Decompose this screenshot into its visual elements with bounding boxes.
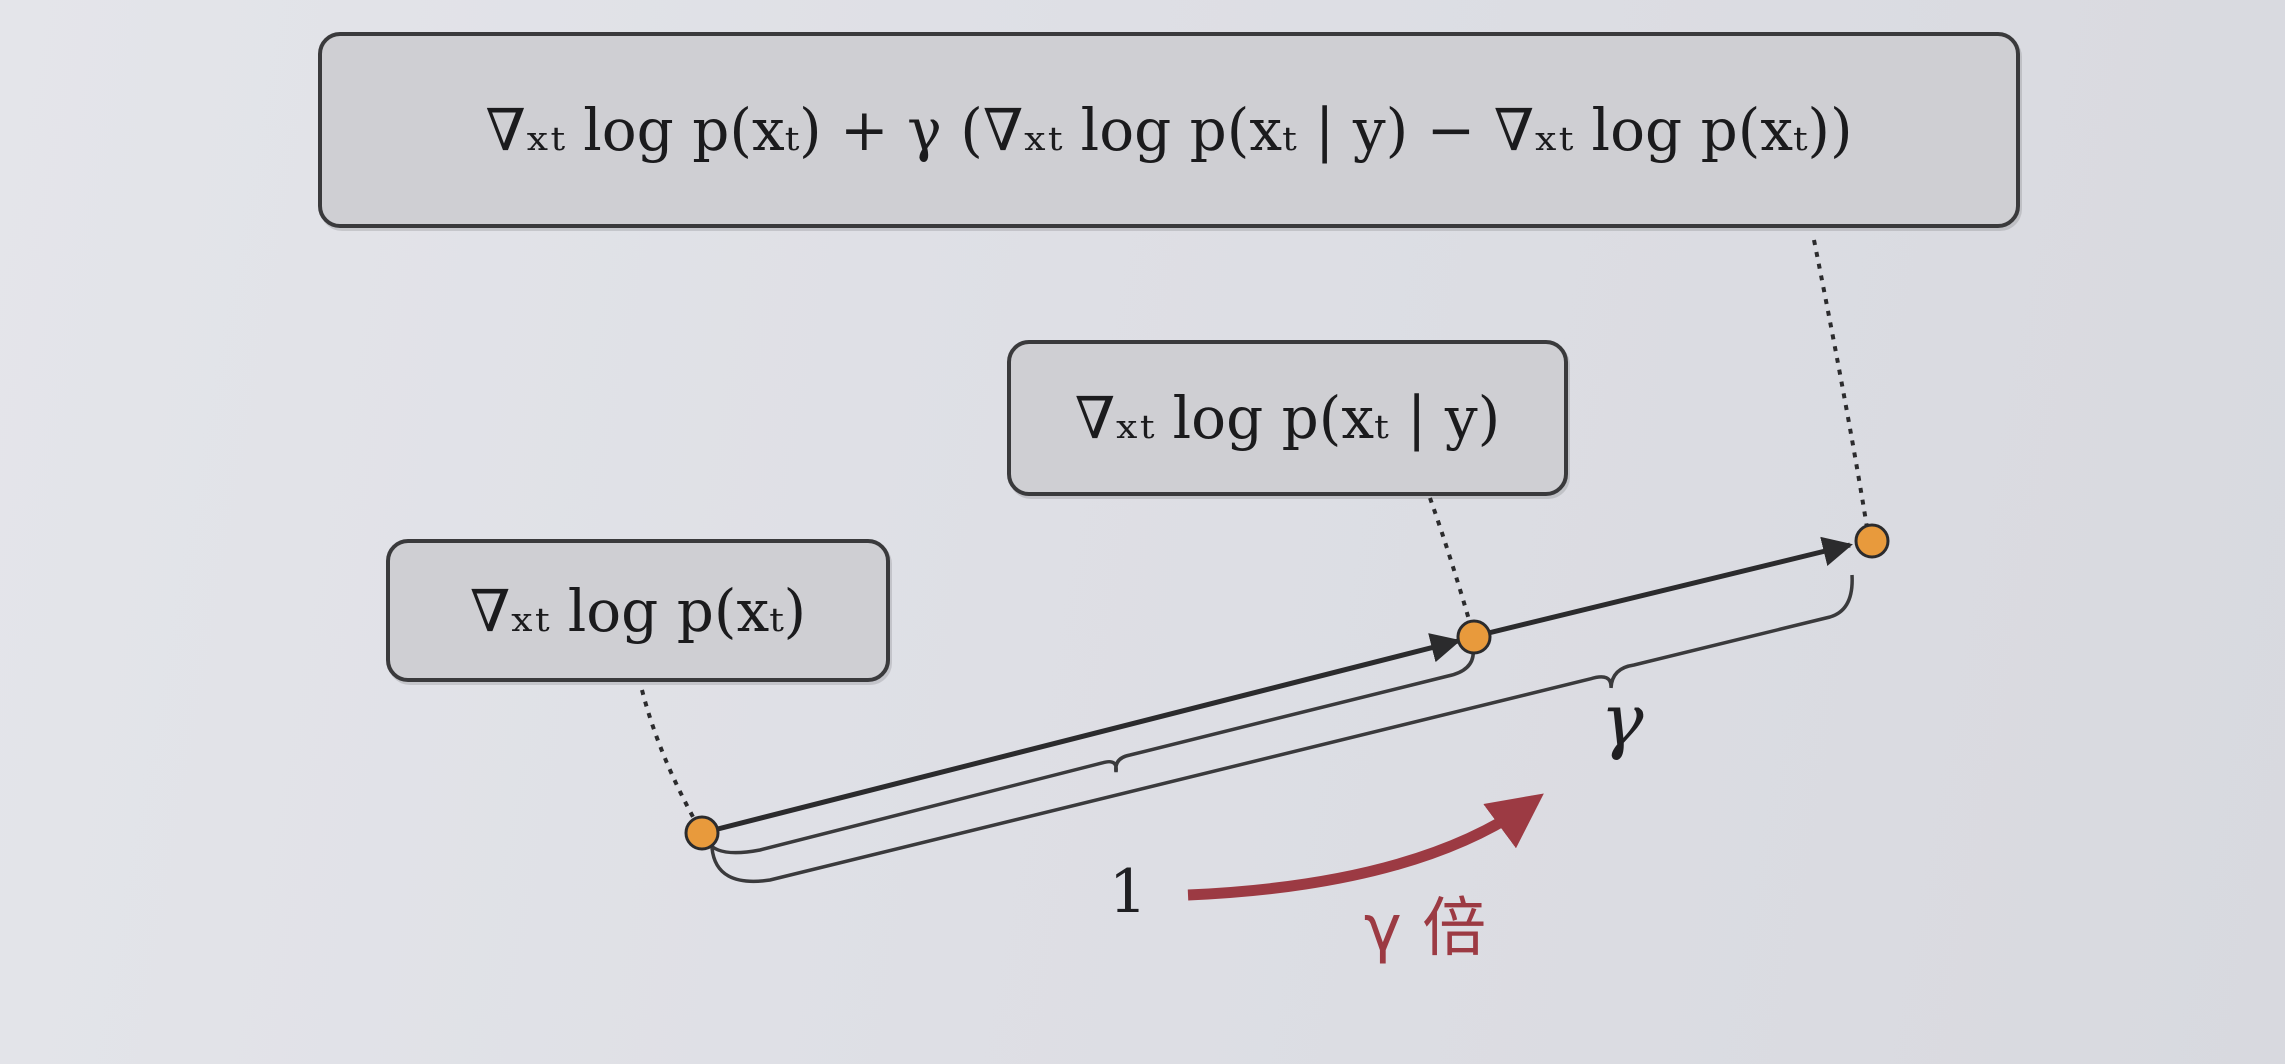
point-guided <box>1854 523 1890 559</box>
brace-scaled <box>710 574 1854 884</box>
vector-conditional <box>701 633 1461 836</box>
leader-unconditional <box>640 689 704 834</box>
point-unconditional <box>684 815 720 851</box>
leader-conditional <box>1428 497 1476 638</box>
unconditional-score-label: ∇ₓₜ log p(xₜ) <box>386 539 890 682</box>
leader-guided <box>1812 239 1871 541</box>
vector-guided <box>1475 536 1853 639</box>
brace-unit <box>706 647 1476 855</box>
scale-annotation: γ 倍 <box>1364 892 1486 966</box>
guided-score-label: ∇ₓₜ log p(xₜ) + γ (∇ₓₜ log p(xₜ | y) − ∇… <box>318 32 2020 228</box>
conditional-score-label: ∇ₓₜ log p(xₜ | y) <box>1007 340 1568 496</box>
point-conditional <box>1456 619 1492 655</box>
conditional-score-formula: ∇ₓₜ log p(xₜ | y) <box>1074 384 1501 452</box>
brace-label-scaled: γ <box>1600 678 1644 762</box>
guided-score-formula: ∇ₓₜ log p(xₜ) + γ (∇ₓₜ log p(xₜ | y) − ∇… <box>485 96 1853 164</box>
scale-arrow <box>1187 793 1544 901</box>
unconditional-score-formula: ∇ₓₜ log p(xₜ) <box>469 576 807 645</box>
brace-label-unit: 1 <box>1109 857 1147 927</box>
